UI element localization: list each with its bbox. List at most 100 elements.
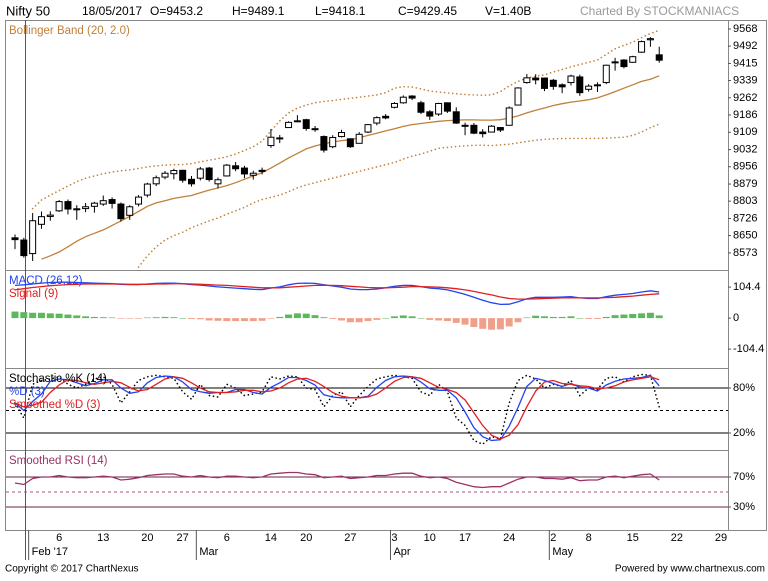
axis-column-frame xyxy=(728,20,767,531)
histogram-bar xyxy=(152,317,160,319)
candle-body xyxy=(143,183,151,196)
histogram-bar xyxy=(576,318,584,319)
y-tick-label: 30% xyxy=(733,501,755,513)
histogram-bar xyxy=(620,314,628,319)
candle-body xyxy=(249,172,257,176)
candle-body xyxy=(655,54,663,61)
y-tick-label: 70% xyxy=(733,471,755,483)
legend-entry: Smoothed RSI (14) xyxy=(9,455,108,467)
candle-body xyxy=(338,132,346,138)
date: 18/05/2017 xyxy=(82,4,142,18)
histogram-bar xyxy=(585,318,593,319)
histogram-bar xyxy=(223,318,231,322)
y-tick-label: 8726 xyxy=(733,212,757,224)
open-price: O=9453.2 xyxy=(150,4,203,18)
candle-body xyxy=(55,201,63,212)
histogram-bar xyxy=(452,318,460,323)
histogram-bar xyxy=(161,316,169,319)
histogram-bar xyxy=(240,318,248,322)
x-tick-label: 27 xyxy=(344,532,356,544)
candle-body xyxy=(108,199,116,204)
candle-body xyxy=(82,206,90,210)
watermark: Charted By STOCKMANIACS xyxy=(580,4,739,18)
histogram-bar xyxy=(523,317,531,319)
candle-body xyxy=(285,121,293,129)
candle-body xyxy=(602,64,610,84)
candle-body xyxy=(417,102,425,113)
candle-body xyxy=(240,167,248,175)
month-label: Mar xyxy=(199,546,218,558)
histogram-bar xyxy=(55,313,63,319)
candle-body xyxy=(73,208,81,211)
candle-body xyxy=(135,196,143,205)
histogram-bar xyxy=(461,318,469,325)
histogram-bar xyxy=(373,318,381,320)
y-tick-label: 20% xyxy=(733,427,755,439)
legend-entry: Signal (9) xyxy=(9,288,58,300)
histogram-bar xyxy=(73,315,81,319)
legend-entry: %D (3) xyxy=(9,386,45,398)
candle-body xyxy=(11,237,19,241)
histogram-bar xyxy=(37,312,45,319)
histogram-bar xyxy=(11,311,19,319)
histogram-bar xyxy=(267,318,275,319)
histogram-bar xyxy=(29,312,37,319)
histogram-bar xyxy=(488,318,496,330)
panel-frames xyxy=(5,20,767,560)
candle-body xyxy=(576,76,584,94)
candle-body xyxy=(64,201,72,210)
candle-body xyxy=(620,59,628,68)
legend-entry: Bollinger Band (20, 2.0) xyxy=(9,25,130,37)
candle-body xyxy=(205,167,213,181)
histogram-bar xyxy=(435,318,443,321)
candle-body xyxy=(20,239,28,257)
histogram-bar xyxy=(188,318,195,319)
candle-body xyxy=(629,56,637,63)
y-tick-label: 8573 xyxy=(733,247,757,259)
histogram-bar xyxy=(117,318,125,319)
histogram-bar xyxy=(346,318,354,323)
x-tick-label: 24 xyxy=(503,532,515,544)
histogram-bar xyxy=(443,318,451,322)
high-price: H=9489.1 xyxy=(232,4,285,18)
candle-body xyxy=(435,102,443,115)
candle-body xyxy=(479,131,487,135)
candle-body xyxy=(117,203,125,220)
candle-body xyxy=(390,102,398,108)
histogram-bar xyxy=(258,318,266,321)
histogram-bar xyxy=(82,316,90,319)
candle-body xyxy=(646,38,654,41)
x-tick-label: 29 xyxy=(715,532,727,544)
candle-body xyxy=(311,128,319,131)
y-tick-label: 104.4 xyxy=(733,281,761,293)
histogram-bar xyxy=(126,318,134,319)
x-tick-label: 3 xyxy=(391,532,397,544)
y-tick-label: 8956 xyxy=(733,161,757,173)
y-tick-label: -104.4 xyxy=(733,343,764,355)
histogram-bar xyxy=(382,318,390,319)
histogram-bar xyxy=(276,316,284,319)
histogram-bar xyxy=(514,318,522,323)
y-tick-label: 8650 xyxy=(733,229,757,241)
histogram-bar xyxy=(479,318,487,329)
candle-body xyxy=(364,124,372,133)
copyright: Copyright © 2017 ChartNexus xyxy=(5,564,139,575)
symbol: Nifty 50 xyxy=(6,3,50,18)
y-tick-label: 9492 xyxy=(733,40,757,52)
powered-by: Powered by www.chartnexus.com xyxy=(615,564,765,575)
histogram-bar xyxy=(470,318,478,328)
candle-body xyxy=(320,136,328,151)
indicator-line xyxy=(14,374,660,442)
histogram-bar xyxy=(655,315,663,319)
x-tick-label: 2 xyxy=(550,532,556,544)
y-tick-label: 9109 xyxy=(733,126,757,138)
candle-body xyxy=(523,77,531,84)
candle-body xyxy=(558,84,566,88)
histogram-bar xyxy=(293,313,301,319)
y-tick-label: 9186 xyxy=(733,109,757,121)
legend-entry: Smoothed %D (3) xyxy=(9,399,101,411)
candle-body xyxy=(126,206,134,216)
candle-body xyxy=(567,75,575,84)
candle-body xyxy=(549,79,557,87)
bollinger-upper xyxy=(31,29,660,210)
